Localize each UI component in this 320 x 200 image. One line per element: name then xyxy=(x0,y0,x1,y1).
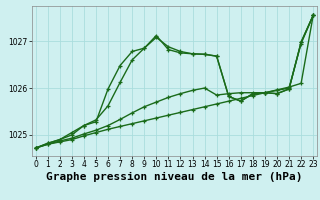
X-axis label: Graphe pression niveau de la mer (hPa): Graphe pression niveau de la mer (hPa) xyxy=(46,172,303,182)
